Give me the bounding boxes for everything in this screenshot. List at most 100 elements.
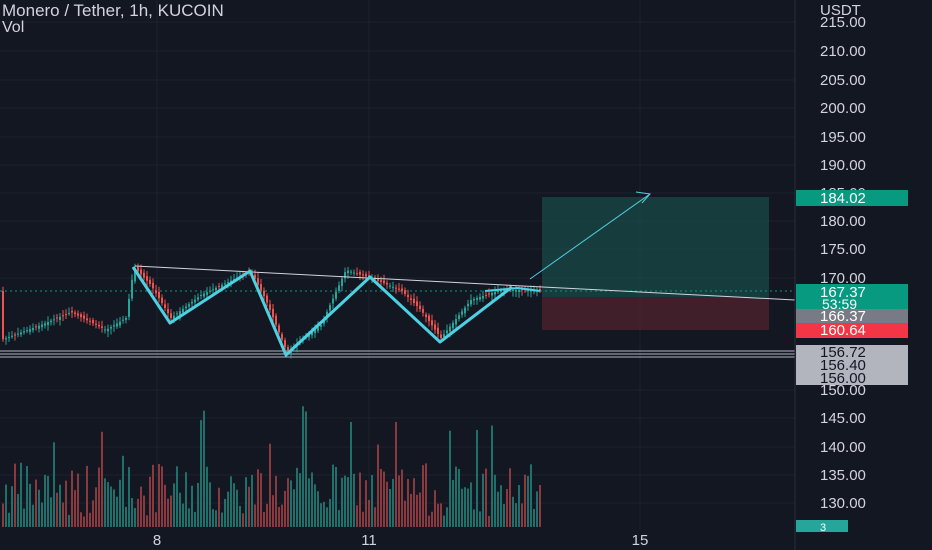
- candle-body: [266, 295, 268, 303]
- candle-body: [14, 334, 16, 336]
- candle-body: [320, 325, 322, 327]
- volume-bar: [518, 485, 520, 527]
- volume-bar: [533, 508, 535, 527]
- candle-body: [89, 320, 91, 322]
- candle-body: [332, 298, 334, 304]
- zigzag-pattern[interactable]: [131, 266, 513, 357]
- candle-body: [113, 325, 115, 327]
- support-tag-2: 156.40: [820, 357, 866, 374]
- candle-body: [446, 330, 448, 334]
- stop-tag: 160.64: [820, 322, 866, 339]
- volume-bar: [506, 488, 508, 527]
- candle-body: [272, 308, 274, 318]
- candle-body: [494, 292, 496, 295]
- volume-bar: [275, 475, 277, 527]
- countdown-tag: 53:59: [822, 296, 857, 312]
- volume-bar: [383, 471, 385, 527]
- volume-bar: [392, 478, 394, 527]
- candle-body: [107, 328, 109, 332]
- stop-tag-bg: [796, 323, 908, 338]
- projection-arrow[interactable]: [529, 193, 651, 280]
- candle-body: [458, 315, 460, 320]
- volume-bar: [425, 463, 427, 527]
- candle-body: [218, 286, 220, 288]
- volume-legend[interactable]: Vol: [2, 19, 25, 36]
- volume-bar: [38, 489, 40, 527]
- volume-bar: [296, 467, 298, 527]
- profit-zone[interactable]: [542, 197, 769, 297]
- descending-trendline[interactable]: [134, 265, 796, 301]
- candle-body: [56, 317, 58, 319]
- volume-bar: [371, 475, 373, 527]
- volume-bar: [131, 498, 133, 527]
- candle-body: [170, 313, 172, 318]
- volume-bar: [470, 482, 472, 527]
- candle-body: [338, 285, 340, 291]
- candle-body: [434, 324, 436, 330]
- volume-bar: [290, 480, 292, 527]
- volume-bar: [35, 479, 37, 527]
- candle-body: [50, 320, 52, 323]
- candle-body: [392, 286, 394, 288]
- volume-bar: [89, 512, 91, 527]
- volume-bar: [497, 491, 499, 527]
- volume-bar: [257, 469, 259, 527]
- candle-body: [512, 290, 514, 291]
- candle-body: [356, 273, 358, 275]
- candle-body: [386, 282, 388, 285]
- candle-body: [377, 278, 379, 281]
- candle-body: [65, 314, 67, 316]
- candle-body: [20, 332, 22, 335]
- candle-body: [467, 303, 469, 307]
- volume-bar: [68, 514, 70, 527]
- volume-bar: [17, 493, 19, 527]
- candle-body: [62, 315, 64, 317]
- volume-bar: [374, 507, 376, 527]
- candle-body: [311, 331, 313, 336]
- volume-bar: [440, 503, 442, 527]
- volume-bar: [476, 429, 478, 527]
- volume-bar: [221, 512, 223, 527]
- candle-body: [137, 267, 139, 272]
- volume-bar: [503, 504, 505, 527]
- candle-body: [284, 340, 286, 348]
- zigzag-tail[interactable]: [484, 286, 541, 292]
- price-tick-label: 145.00: [820, 410, 866, 427]
- candle-body: [188, 304, 190, 307]
- candle-body: [281, 334, 283, 340]
- volume-bar: [299, 473, 301, 527]
- candle-body: [2, 290, 4, 340]
- volume-bar: [515, 503, 517, 527]
- volume-bar: [314, 484, 316, 527]
- volume-bar: [59, 484, 61, 527]
- candle-body: [398, 288, 400, 290]
- volume-bar: [242, 513, 244, 527]
- candle-body: [260, 284, 262, 291]
- volume-bar: [200, 420, 202, 527]
- volume-bar: [122, 455, 124, 527]
- volume-bar: [263, 511, 265, 527]
- volume-bar: [20, 462, 22, 527]
- symbol-title[interactable]: Monero / Tether, 1h, KUCOIN: [2, 1, 224, 20]
- candle-body: [224, 283, 226, 285]
- volume-bar: [14, 463, 16, 527]
- volume-bar: [251, 474, 253, 527]
- candle-body: [206, 292, 208, 295]
- volume-bar: [491, 425, 493, 527]
- volume-bar: [509, 468, 511, 527]
- volume-bar: [272, 495, 274, 527]
- volume-bar: [422, 465, 424, 527]
- candle-body: [134, 268, 136, 282]
- candle-body: [503, 290, 505, 291]
- candle-body: [395, 287, 397, 289]
- volume-bar: [437, 503, 439, 527]
- volume-bar: [179, 492, 181, 527]
- volume-bar: [446, 507, 448, 527]
- support-tag-3: 156.00: [820, 370, 866, 387]
- volume-bar: [107, 482, 109, 527]
- projection-arrowhead: [635, 191, 651, 204]
- loss-zone[interactable]: [542, 297, 769, 330]
- price-axis-ticks[interactable]: 215.00210.00205.00200.00195.00190.00185.…: [820, 14, 866, 512]
- candle-body: [389, 285, 391, 287]
